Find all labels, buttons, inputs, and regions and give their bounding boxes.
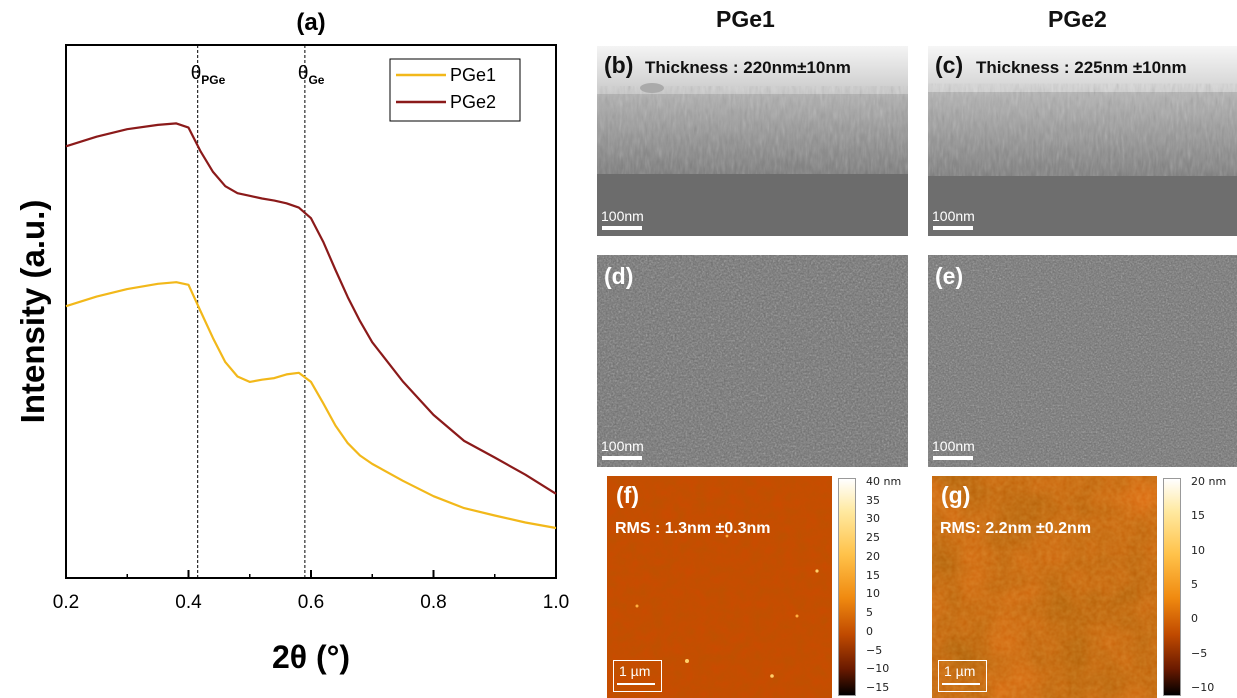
y-axis-label: Intensity (a.u.)	[14, 200, 51, 424]
scale-label-c: 100nm	[932, 208, 975, 224]
colorbar-tick-label: 0	[866, 624, 873, 638]
afm-scale-box-f	[613, 660, 662, 692]
sem-top-view-pge2: (e) 100nm	[928, 255, 1237, 467]
colorbar-tick-label: −10	[866, 662, 890, 676]
panel-label-d: (d)	[604, 263, 634, 289]
legend-label-pge1: PGe1	[450, 65, 496, 85]
x-axis-label: 2θ (°)	[272, 639, 350, 675]
colorbar-tick-label: 15	[866, 568, 880, 582]
sem-cross-section-pge2: (c) Thickness : 225nm ±10nm 100nm	[928, 46, 1237, 236]
colorbar-f	[838, 478, 856, 696]
panel-label-f: (f)	[616, 482, 639, 508]
rms-label-f: RMS : 1.3nm ±0.3nm	[615, 520, 771, 537]
panel-label-g: (g)	[941, 482, 971, 508]
colorbar-g	[1163, 478, 1181, 696]
scale-bar-b	[602, 226, 642, 230]
x-tick-label: 0.6	[298, 592, 324, 613]
colorbar-tick-label: −5	[1191, 646, 1208, 660]
series-line-pge1	[65, 281, 557, 530]
column-title-pge1: PGe1	[716, 6, 775, 32]
colorbar-tick-label: 30	[866, 512, 880, 526]
afm-scale-box-g	[938, 660, 987, 692]
rms-label-g: RMS: 2.2nm ±0.2nm	[940, 520, 1092, 537]
panel-label-e: (e)	[935, 263, 964, 289]
afm-map-pge1: (f) RMS : 1.3nm ±0.3nm 1 µm	[607, 476, 832, 698]
plot-frame	[65, 44, 557, 579]
column-title-pge2: PGe2	[1048, 6, 1107, 32]
panel-label-a: (a)	[296, 9, 325, 36]
scale-label-b: 100nm	[601, 208, 644, 224]
colorbar-tick-label: 25	[866, 531, 880, 545]
thickness-label-b: Thickness : 220nm±10nm	[645, 58, 851, 77]
colorbar-tick-label: 5	[1191, 578, 1198, 591]
intensity-chart: (a) 0.2 0.4 0.6 0.8 1.0 2θ (°) Intensity (a.u.)…	[14, 9, 569, 675]
panel-label-c: (c)	[935, 52, 964, 78]
scale-label-g: 1 µm	[944, 663, 976, 679]
scale-bar-d	[602, 456, 642, 460]
colorbar-tick-label: 10	[866, 587, 880, 601]
annotation-theta-pge: θPGe	[191, 63, 226, 87]
scale-label-d: 100nm	[601, 438, 644, 454]
x-tick-label: 0.8	[420, 592, 446, 613]
panel-label-b: (b)	[604, 52, 634, 78]
colorbar-tick-label: 20 nm	[1191, 475, 1227, 488]
colorbar-tick-label: −5	[866, 643, 883, 657]
sem-cross-section-pge1: (b) Thickness : 220nm±10nm 100nm	[597, 46, 908, 236]
x-tick-label: 1.0	[543, 592, 569, 613]
scale-bar-e	[933, 456, 973, 460]
scale-bar-c	[933, 226, 973, 230]
colorbar-tick-label: 0	[1191, 612, 1198, 626]
legend-label-pge2: PGe2	[450, 92, 496, 112]
colorbar-tick-label: 40 nm	[866, 475, 902, 488]
colorbar-tick-label: 10	[1191, 543, 1205, 557]
colorbar-tick-label: 35	[866, 493, 880, 507]
annotation-theta-ge: θGe	[298, 63, 325, 87]
scale-label-f: 1 µm	[619, 663, 651, 679]
series-line-pge2	[65, 122, 557, 495]
colorbar-tick-label: −10	[1191, 681, 1215, 694]
colorbar-tick-label: 5	[866, 606, 873, 620]
colorbar-tick-label: −15	[866, 681, 890, 694]
thickness-label-c: Thickness : 225nm ±10nm	[976, 58, 1187, 77]
scale-bar-g	[942, 683, 980, 685]
scale-bar-f	[617, 683, 655, 685]
x-tick-label: 0.4	[175, 592, 202, 613]
afm-map-pge2: (g) RMS: 2.2nm ±0.2nm 1 µm	[932, 476, 1157, 698]
x-tick-label: 0.2	[53, 592, 79, 613]
scale-label-e: 100nm	[932, 438, 975, 454]
sem-top-view-pge1: (d) 100nm	[597, 255, 908, 467]
legend-box	[389, 58, 521, 122]
colorbar-tick-label: 20	[866, 549, 880, 563]
colorbar-tick-label: 15	[1191, 509, 1205, 523]
